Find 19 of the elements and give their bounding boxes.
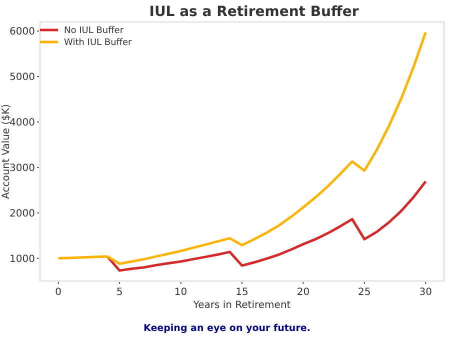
chart-title: IUL as a Retirement Buffer [149, 4, 359, 20]
x-axis-title: Years in Retirement [192, 300, 291, 311]
y-tick-label: 6000 [10, 26, 35, 38]
y-tick-label: 4000 [10, 117, 35, 128]
x-tick-label: 20 [296, 287, 310, 298]
x-tick-label: 10 [174, 287, 188, 298]
y-tick-label: 5000 [10, 72, 35, 84]
y-tick-label: 3000 [10, 162, 35, 174]
y-tick-label: 2000 [10, 208, 35, 220]
x-tick-label: 30 [419, 287, 432, 298]
legend-label: No IUL Buffer [64, 26, 124, 36]
line-series [106, 180, 427, 272]
x-tick-label: 5 [116, 287, 123, 298]
text: Keeping an eye on your future. [144, 323, 310, 334]
y-tick-label: 1000 [10, 254, 35, 265]
legend-label: With IUL Buffer [64, 38, 132, 48]
x-tick-label: 25 [358, 287, 371, 298]
x-tick-label: 15 [236, 287, 248, 298]
x-tick-label: 0 [55, 287, 62, 298]
